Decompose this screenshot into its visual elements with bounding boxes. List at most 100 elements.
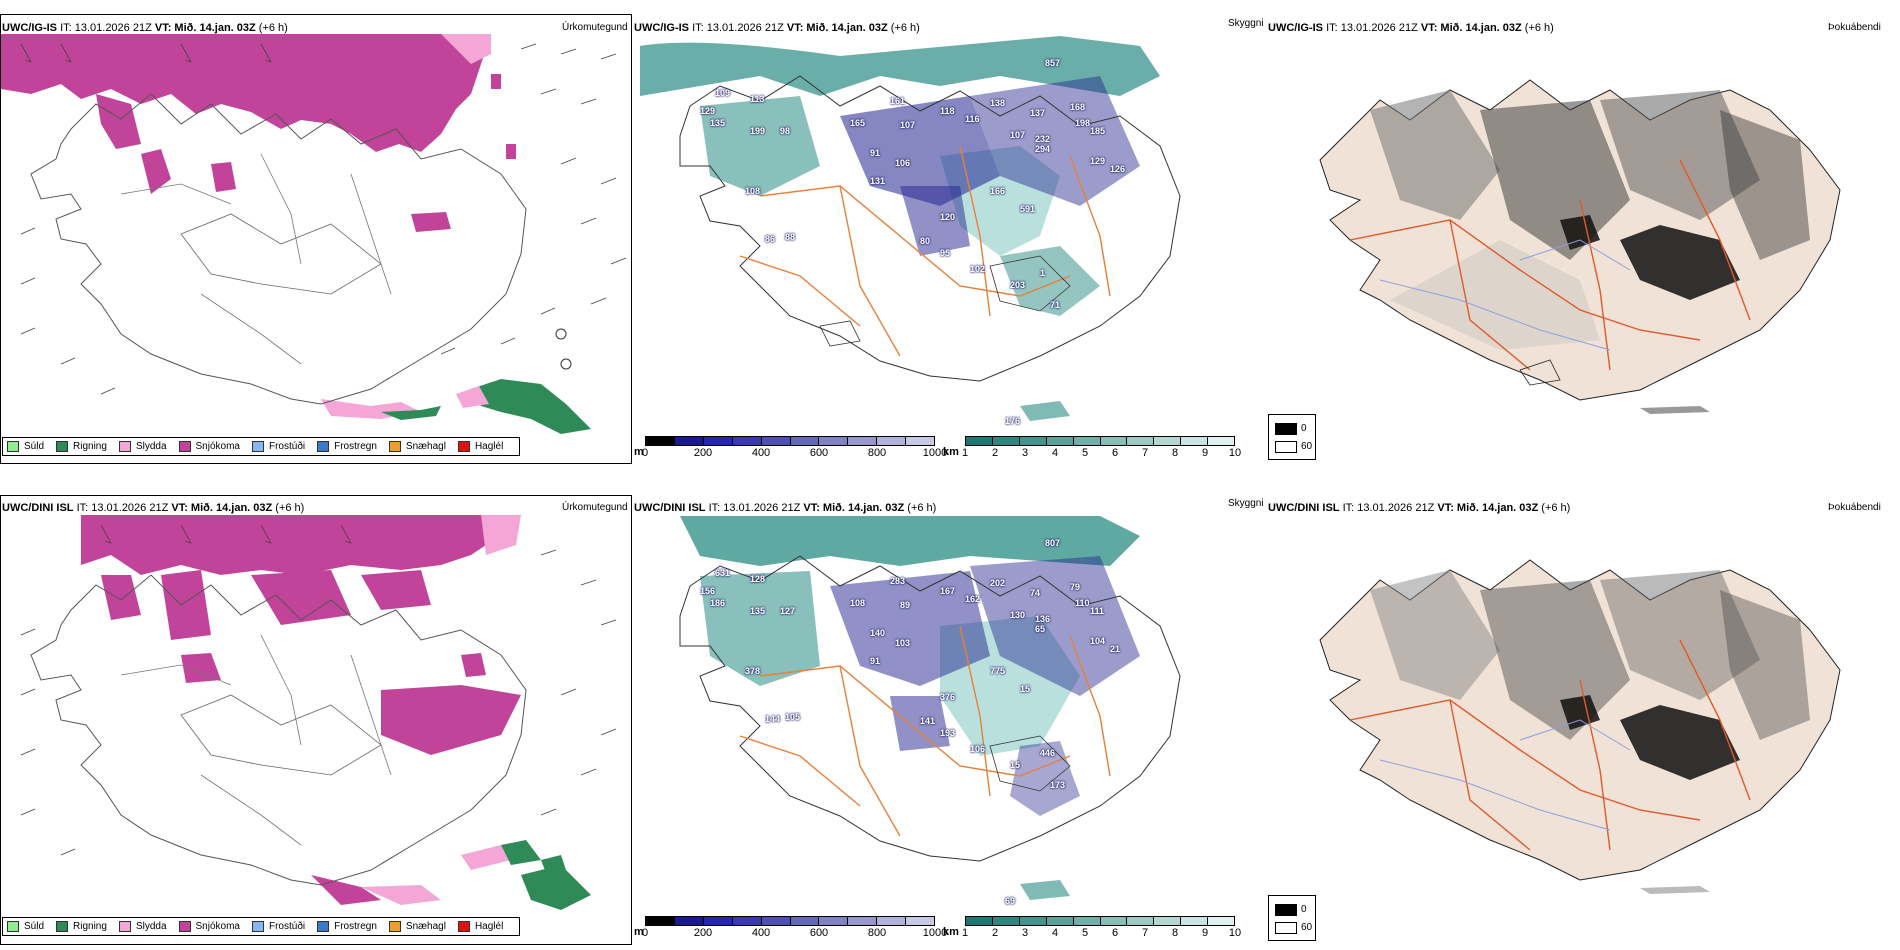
swatch xyxy=(7,921,19,932)
swatch xyxy=(317,921,330,932)
valid-label: VT: xyxy=(154,22,172,34)
colorbar-tick: 4 xyxy=(1051,927,1059,939)
colorbar-tick: 1000 xyxy=(922,927,948,939)
colorbar-tick: 200 xyxy=(693,447,713,459)
legend-item: Frostregn xyxy=(317,441,377,452)
height-label: 857 xyxy=(1045,58,1061,68)
height-label: 631 xyxy=(715,568,731,578)
colorbar-cell xyxy=(732,917,762,925)
init-time: IT: 13.01.2026 21Z xyxy=(1342,502,1435,514)
swatch xyxy=(388,921,401,932)
legend-label: Frostregn xyxy=(334,441,377,452)
legend-item: Slydda xyxy=(118,921,167,932)
height-label: 69 xyxy=(1005,896,1016,906)
colorbar-tick: 9 xyxy=(1201,447,1209,459)
panel-header-1b: UWC/IG-IS IT: 13.01.2026 21Z VT: Mið. 14… xyxy=(634,22,920,35)
colorbar-cell xyxy=(1154,917,1182,925)
height-label: 193 xyxy=(940,728,956,738)
legend-item: Rigning xyxy=(56,441,107,452)
swatch xyxy=(178,921,191,932)
height-label: 95 xyxy=(940,248,951,258)
height-label: 120 xyxy=(940,212,956,222)
colorbar-cell xyxy=(819,917,849,925)
colorbar-cell xyxy=(1181,917,1209,925)
colorbar-tick: 800 xyxy=(867,447,887,459)
init-time: IT: 13.01.2026 21Z xyxy=(1326,22,1418,34)
valid-time: Mið. 14.jan. 03Z xyxy=(1440,22,1522,34)
colorbar-cell xyxy=(1073,437,1101,445)
colorbar-tick: 200 xyxy=(693,927,713,939)
height-label: 294 xyxy=(1035,144,1051,154)
colorbar-cell xyxy=(1073,917,1101,925)
legend-item: Slydda xyxy=(118,441,167,452)
colorbar-tick: 6 xyxy=(1111,447,1119,459)
panel-header-1a: UWC/IG-IS IT: 13.01.2026 21Z VT: Mið. 14… xyxy=(2,22,288,35)
height-label: 162 xyxy=(965,594,981,604)
legend-label: Slydda xyxy=(135,921,167,932)
height-label: 202 xyxy=(990,578,1006,588)
height-label: 80 xyxy=(920,236,931,246)
height-label: 165 xyxy=(850,118,866,128)
iceland-outline xyxy=(679,555,1181,862)
fog-legend-min: 0 xyxy=(1301,904,1307,915)
colorbar-strip xyxy=(965,436,1235,446)
valid-label: VT: xyxy=(1420,22,1438,34)
height-unit-label: m xyxy=(634,926,644,938)
colorbar-tick: 0 xyxy=(641,927,649,939)
valid-label: VT: xyxy=(1437,502,1454,514)
height-label: 168 xyxy=(1070,102,1086,112)
colorbar-tick: 600 xyxy=(809,447,829,459)
height-label: 136 xyxy=(1035,614,1051,624)
colorbar-tick: 1000 xyxy=(922,447,948,459)
swatch xyxy=(457,441,470,452)
height-label: 775 xyxy=(990,666,1006,676)
model-name: UWC/DINI ISL xyxy=(2,502,74,514)
height-label: 138 xyxy=(990,98,1006,108)
colorbar-tick: 2 xyxy=(991,447,999,459)
height-label: 376 xyxy=(940,692,956,702)
swatch xyxy=(56,441,69,452)
model-name: UWC/IG-IS xyxy=(634,22,689,34)
colorbar-cell xyxy=(1127,917,1155,925)
colorbar-cell xyxy=(1046,437,1074,445)
colorbar-tick: 1 xyxy=(961,447,969,459)
colorbar-tick: 800 xyxy=(867,927,887,939)
height-label: 591 xyxy=(1020,204,1036,214)
iceland-outline xyxy=(679,75,1181,382)
valid-label: VT: xyxy=(786,22,804,34)
colorbar-cell xyxy=(966,437,993,445)
init-time: IT: 13.01.2026 21Z xyxy=(60,22,152,34)
snow-area xyxy=(81,515,501,575)
iceland-outline xyxy=(30,93,527,405)
height-label: 1 xyxy=(1040,268,1046,278)
lead-time: (+6 h) xyxy=(890,22,920,34)
legend-item: Snæhagl xyxy=(388,441,446,452)
colorbar-tick: 5 xyxy=(1081,927,1089,939)
precip-type-map-2 xyxy=(20,515,617,910)
height-label: 378 xyxy=(745,666,761,676)
model-name: UWC/IG-IS xyxy=(1268,22,1323,34)
km-unit-label: km xyxy=(943,926,959,938)
legend-label: Rigning xyxy=(73,441,107,452)
height-label: 71 xyxy=(1050,300,1061,310)
height-label: 105 xyxy=(785,712,801,722)
height-label: 109 xyxy=(715,88,731,98)
colorbar-strip xyxy=(965,916,1235,926)
height-label: 232 xyxy=(1035,134,1051,144)
valid-time: Mið. 14.jan. 03Z xyxy=(190,502,273,514)
height-label: 161 xyxy=(890,96,906,106)
panel-header-2a: UWC/DINI ISL IT: 13.01.2026 21Z VT: Mið.… xyxy=(2,502,304,515)
colorbar-tick: 10 xyxy=(1228,447,1242,459)
height-label: 203 xyxy=(1010,280,1026,290)
colorbar-tick: 8 xyxy=(1171,927,1179,939)
height-label: 21 xyxy=(1110,644,1121,654)
panel-header-1c: UWC/IG-IS IT: 13.01.2026 21Z VT: Mið. 14… xyxy=(1268,22,1554,35)
fog-legend-max: 60 xyxy=(1301,441,1313,452)
height-label: 110 xyxy=(1075,598,1090,608)
km-colorbar-2: 1 2 3 4 5 6 7 8 9 10 xyxy=(962,916,1241,940)
valid-label: VT: xyxy=(803,502,820,514)
precip-type-title: Úrkomutegund xyxy=(562,502,628,513)
fog-map-1 xyxy=(1319,79,1841,414)
colorbar-cell xyxy=(992,917,1020,925)
legend-item: Haglél xyxy=(457,441,503,452)
